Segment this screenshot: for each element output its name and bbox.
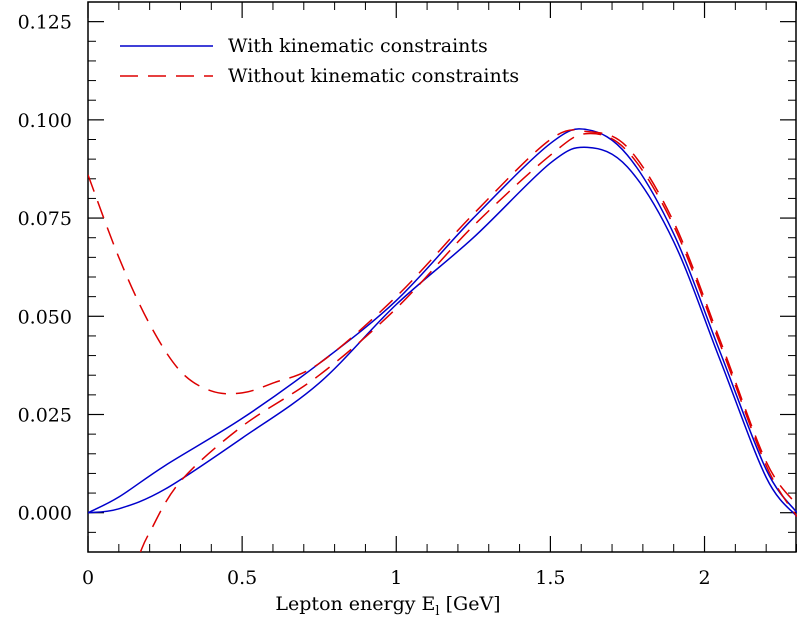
x-tick-label: 1.5 [535, 567, 565, 589]
series-line-without-constraints-2 [88, 129, 797, 506]
y-tick-label: 0.125 [18, 12, 72, 34]
x-tick-label: 1 [390, 567, 402, 589]
x-axis-label-unit: [GeV] [440, 593, 501, 615]
series-layer [88, 128, 797, 552]
series-line-with-constraints-0 [88, 128, 797, 514]
y-tick-label: 0.050 [18, 306, 72, 328]
series-line-without-constraints-3 [139, 132, 797, 552]
x-axis-label: Lepton energy El [GeV] [275, 593, 500, 619]
x-tick-label: 0 [82, 567, 94, 589]
series-line-with-constraints-1 [88, 146, 797, 518]
x-axis-label-subscript: l [435, 604, 439, 619]
x-tick-label: 2 [698, 567, 710, 589]
y-tick-label: 0.000 [18, 503, 72, 525]
x-tick-label: 0.5 [227, 567, 257, 589]
x-axis-label-main: Lepton energy E [275, 593, 435, 615]
legend: With kinematic constraints Without kinem… [120, 35, 519, 87]
y-tick-label: 0.075 [18, 208, 72, 230]
y-tick-label: 0.100 [18, 110, 72, 132]
tick-labels: 0 0.5 1 1.5 2 0.000 0.025 0.050 0.075 0.100 0.125 [18, 12, 711, 589]
axis-ticks [87, 1, 797, 553]
legend-label-with-constraints: With kinematic constraints [228, 35, 488, 57]
y-tick-label: 0.025 [18, 405, 72, 427]
legend-label-without-constraints: Without kinematic constraints [228, 65, 519, 87]
